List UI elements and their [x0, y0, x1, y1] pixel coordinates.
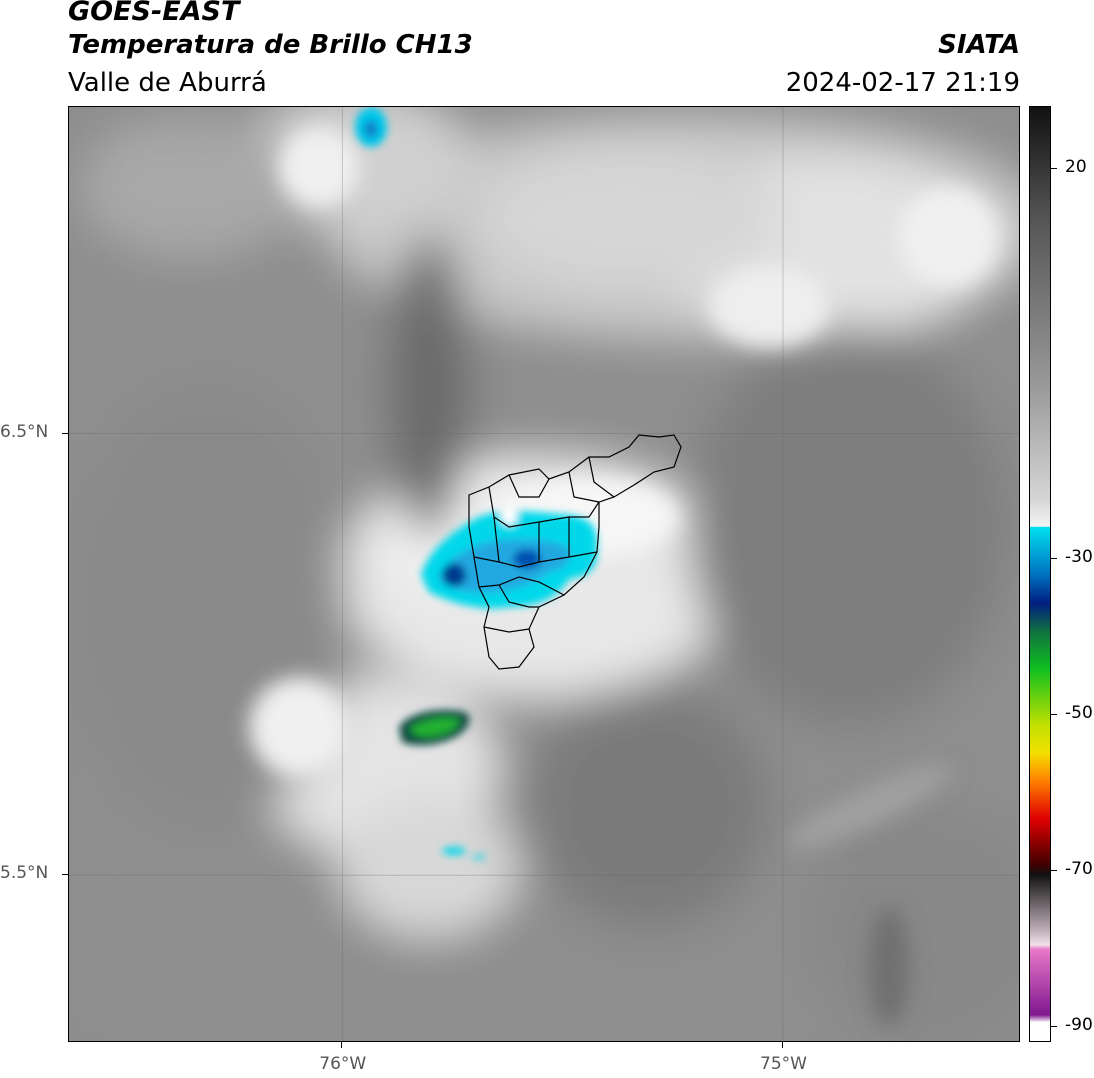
- colorbar-gradient: [1030, 107, 1050, 1041]
- latitude-tick-mark: [62, 432, 68, 434]
- longitude-tick-label: 76°W: [319, 1054, 367, 1074]
- colorbar-tick-label: -90: [1065, 1015, 1093, 1036]
- colorbar-tick-label: -50: [1065, 703, 1093, 724]
- colorbar-tick-mark: [1051, 1026, 1057, 1028]
- longitude-tick-mark: [341, 1042, 343, 1048]
- longitude-tick-label: 75°W: [760, 1054, 807, 1074]
- datetime-label: 2024-02-17 21:19: [785, 68, 1020, 98]
- cloud-detail: [249, 127, 999, 1027]
- longitude-tick-mark: [782, 1042, 783, 1048]
- colorbar-tick-label: 20: [1065, 157, 1087, 178]
- municipal-boundaries: [468, 434, 682, 670]
- temperature-colorbar: [1029, 106, 1051, 1042]
- colorbar-tick-mark: [1051, 558, 1057, 560]
- latitude-tick-label: 5.5°N: [0, 863, 49, 884]
- map-gridlines: [69, 107, 1019, 1041]
- convective-cores: [355, 107, 598, 859]
- latitude-tick-mark: [62, 874, 68, 876]
- satellite-title: GOES-EAST: [68, 0, 240, 27]
- colorbar-tick-mark: [1051, 168, 1057, 170]
- agency-label: SIATA: [938, 30, 1020, 60]
- colorbar-tick-mark: [1051, 714, 1057, 716]
- colorbar-tick-mark: [1051, 870, 1057, 872]
- map-svg: [69, 107, 1019, 1041]
- satellite-map[interactable]: [68, 106, 1020, 1042]
- colorbar-tick-label: -70: [1065, 859, 1093, 880]
- region-subtitle: Valle de Aburrá: [68, 68, 267, 98]
- colorbar-tick-label: -30: [1065, 547, 1093, 568]
- product-title: Temperatura de Brillo CH13: [68, 30, 473, 60]
- latitude-tick-label: 6.5°N: [0, 421, 49, 442]
